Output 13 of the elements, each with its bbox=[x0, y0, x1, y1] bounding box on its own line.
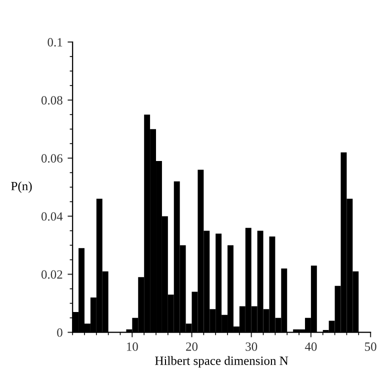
y-tick-label: 0.02 bbox=[41, 270, 62, 279]
x-tick-label: 20 bbox=[186, 342, 198, 351]
y-axis-title: P(n) bbox=[11, 182, 32, 193]
y-tick-label: 0 bbox=[57, 328, 62, 337]
x-tick-label: 30 bbox=[246, 342, 258, 351]
x-tick-label: 10 bbox=[127, 342, 138, 351]
y-tick-label: 0.04 bbox=[41, 212, 63, 221]
x-axis-title: Hilbert space dimension N bbox=[155, 356, 288, 368]
x-tick-label: 50 bbox=[365, 342, 376, 351]
y-tick-label: 0.08 bbox=[41, 96, 62, 105]
x-tick-label: 40 bbox=[304, 342, 317, 351]
y-tick-label: 0.06 bbox=[41, 154, 62, 163]
y-tick-label: 0.1 bbox=[48, 38, 62, 47]
